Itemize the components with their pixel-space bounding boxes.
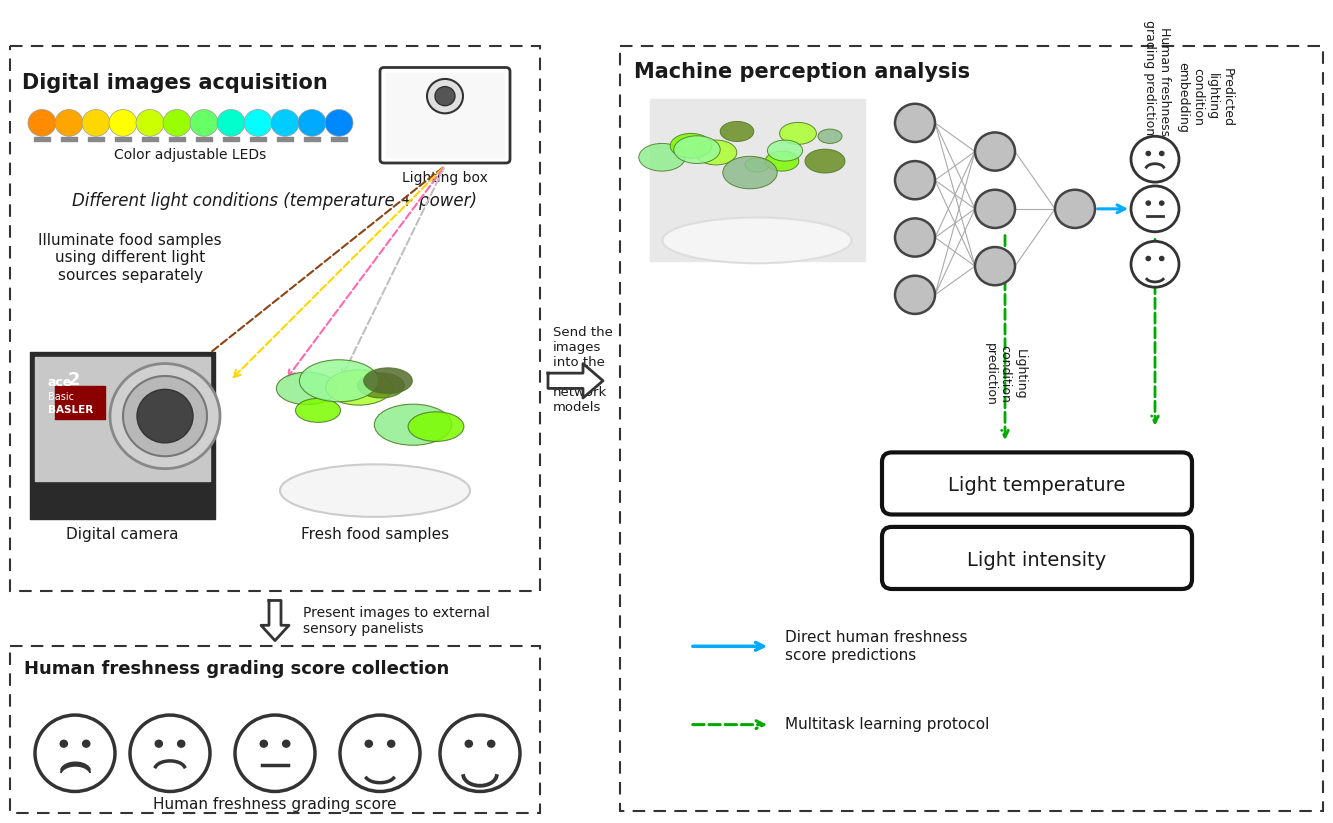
Text: Basic: Basic — [48, 393, 75, 402]
Polygon shape — [261, 601, 289, 640]
Text: Illuminate food samples
using different light
sources separately: Illuminate food samples using different … — [39, 233, 221, 282]
Text: Fresh food samples: Fresh food samples — [301, 527, 449, 542]
Circle shape — [217, 109, 245, 137]
FancyBboxPatch shape — [882, 453, 1192, 514]
Circle shape — [440, 715, 520, 792]
Text: Different light conditions (temperature + power): Different light conditions (temperature … — [72, 192, 477, 210]
Circle shape — [1160, 201, 1164, 205]
Text: Human freshness
grading predictions: Human freshness grading predictions — [1142, 21, 1170, 142]
Circle shape — [974, 190, 1014, 228]
Ellipse shape — [300, 360, 379, 402]
Circle shape — [109, 109, 137, 137]
Text: Predicted
lighting
condition
embedding: Predicted lighting condition embedding — [1176, 62, 1234, 133]
Circle shape — [60, 740, 68, 747]
Ellipse shape — [818, 129, 842, 143]
Text: Lighting
condition
prediction: Lighting condition prediction — [984, 342, 1026, 406]
Ellipse shape — [325, 370, 392, 405]
Circle shape — [260, 740, 268, 747]
Circle shape — [283, 740, 289, 747]
Ellipse shape — [670, 133, 712, 158]
Circle shape — [388, 740, 395, 747]
Text: ace: ace — [48, 376, 72, 389]
Circle shape — [1054, 190, 1094, 228]
Ellipse shape — [673, 136, 720, 164]
Circle shape — [894, 104, 934, 142]
Circle shape — [465, 740, 472, 747]
Circle shape — [488, 740, 495, 747]
Circle shape — [325, 109, 353, 137]
Polygon shape — [548, 364, 603, 398]
Text: Digital camera: Digital camera — [65, 527, 179, 542]
Circle shape — [244, 109, 272, 137]
Text: Light intensity: Light intensity — [968, 551, 1106, 570]
Circle shape — [435, 86, 455, 105]
Circle shape — [1146, 201, 1150, 205]
Circle shape — [1160, 151, 1164, 156]
Text: Light temperature: Light temperature — [948, 477, 1125, 495]
Circle shape — [137, 389, 193, 443]
Circle shape — [1130, 241, 1178, 287]
Circle shape — [1160, 257, 1164, 261]
Text: Machine perception analysis: Machine perception analysis — [635, 62, 970, 81]
Circle shape — [155, 740, 163, 747]
Text: 2: 2 — [68, 371, 80, 389]
Circle shape — [427, 79, 463, 114]
Circle shape — [191, 109, 219, 137]
Circle shape — [1130, 137, 1178, 182]
Ellipse shape — [805, 149, 845, 173]
Circle shape — [1130, 186, 1178, 232]
Circle shape — [83, 740, 89, 747]
Ellipse shape — [408, 412, 464, 441]
Ellipse shape — [768, 140, 802, 161]
Text: Human freshness grading score collection: Human freshness grading score collection — [24, 660, 449, 677]
Ellipse shape — [765, 151, 798, 171]
Text: Digital images acquisition: Digital images acquisition — [23, 73, 328, 93]
Circle shape — [55, 109, 83, 137]
Ellipse shape — [375, 404, 452, 445]
Text: Multitask learning protocol: Multitask learning protocol — [785, 717, 989, 732]
Circle shape — [35, 715, 115, 792]
Text: BASLER: BASLER — [48, 405, 93, 415]
FancyBboxPatch shape — [882, 527, 1192, 589]
Circle shape — [83, 109, 111, 137]
Text: Color adjustable LEDs: Color adjustable LEDs — [113, 147, 267, 162]
Circle shape — [894, 276, 934, 314]
FancyBboxPatch shape — [380, 67, 511, 163]
Ellipse shape — [296, 398, 340, 422]
Ellipse shape — [780, 123, 816, 144]
Text: Direct human freshness
score predictions: Direct human freshness score predictions — [785, 630, 968, 663]
Ellipse shape — [745, 158, 769, 172]
Ellipse shape — [280, 464, 471, 517]
Ellipse shape — [364, 368, 412, 393]
Circle shape — [177, 740, 185, 747]
Circle shape — [28, 109, 56, 137]
Circle shape — [1146, 151, 1150, 156]
Circle shape — [123, 376, 207, 456]
Text: Send the
images
into the
neural
network
models: Send the images into the neural network … — [553, 327, 613, 414]
Ellipse shape — [696, 140, 737, 165]
Ellipse shape — [276, 372, 337, 405]
Text: Human freshness grading score: Human freshness grading score — [153, 797, 397, 812]
Circle shape — [1146, 257, 1150, 261]
Circle shape — [163, 109, 191, 137]
Circle shape — [894, 161, 934, 199]
Ellipse shape — [722, 156, 777, 188]
Circle shape — [136, 109, 164, 137]
Ellipse shape — [639, 143, 685, 171]
Circle shape — [974, 247, 1014, 286]
Circle shape — [271, 109, 299, 137]
Ellipse shape — [720, 122, 753, 142]
Text: Lighting box: Lighting box — [403, 170, 488, 184]
Circle shape — [365, 740, 372, 747]
Circle shape — [299, 109, 327, 137]
Text: Present images to external
sensory panelists: Present images to external sensory panel… — [303, 607, 489, 636]
Circle shape — [974, 133, 1014, 170]
Circle shape — [235, 715, 315, 792]
Circle shape — [894, 218, 934, 257]
Circle shape — [131, 715, 211, 792]
Ellipse shape — [663, 217, 852, 263]
Circle shape — [111, 364, 220, 468]
Circle shape — [340, 715, 420, 792]
Ellipse shape — [357, 373, 404, 398]
